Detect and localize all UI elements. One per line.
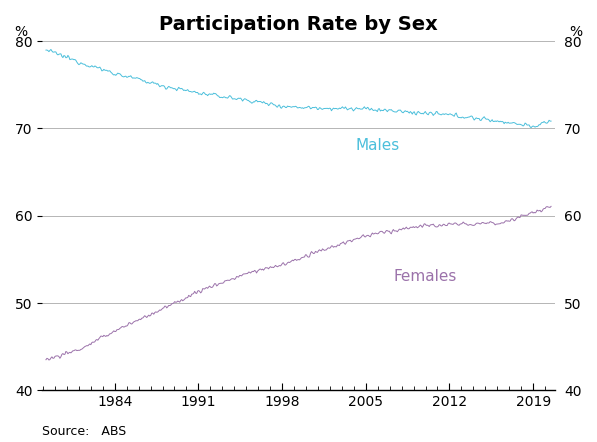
Text: Females: Females [394,270,457,284]
Text: Males: Males [356,138,400,153]
Text: Source:   ABS: Source: ABS [42,425,126,438]
Text: %: % [14,25,27,39]
Title: Participation Rate by Sex: Participation Rate by Sex [159,15,438,34]
Text: %: % [570,25,583,39]
